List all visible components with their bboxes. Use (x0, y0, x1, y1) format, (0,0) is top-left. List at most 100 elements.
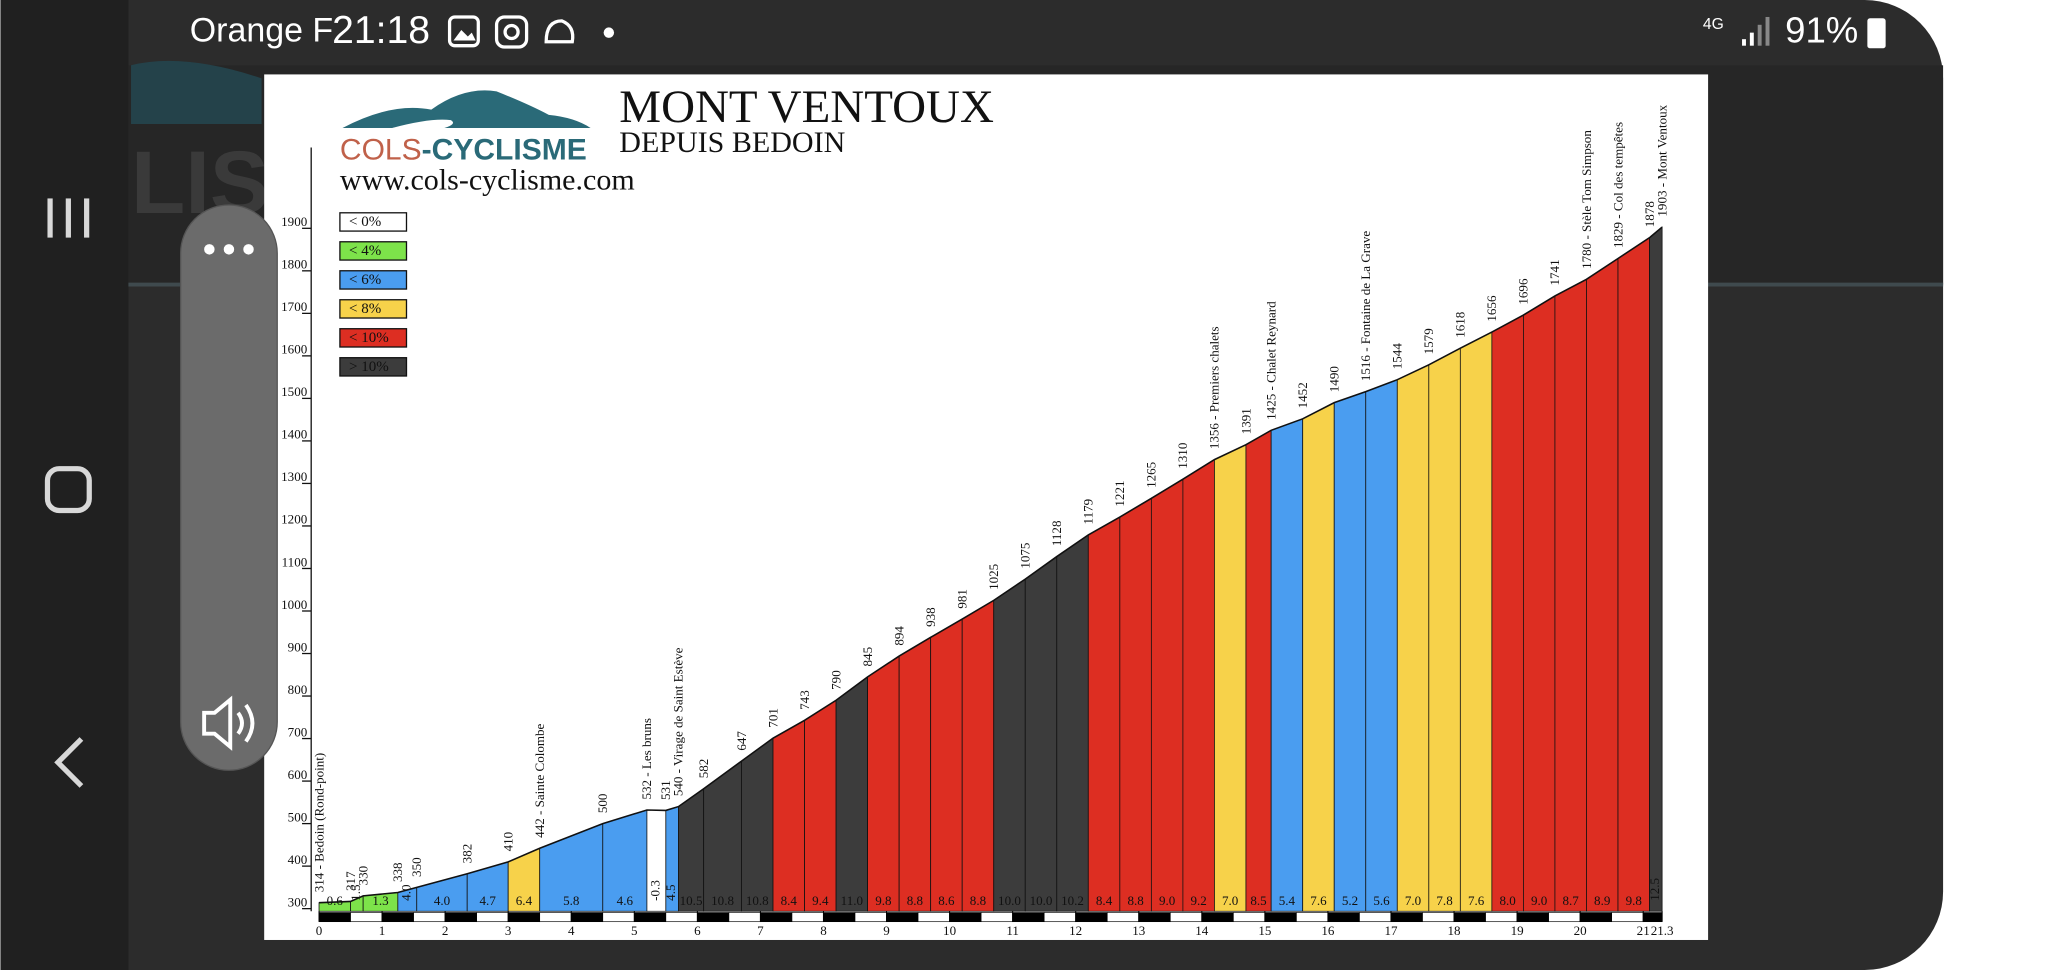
gradient-label: 9.4 (812, 893, 829, 908)
back-icon[interactable] (54, 737, 84, 788)
nav-bar (0, 0, 129, 970)
gradient-label: 9.8 (1626, 893, 1643, 908)
point-label: 314 - Bedoin (Rond-point) (311, 753, 326, 893)
volume-icon[interactable] (202, 695, 255, 751)
point-label: 382 (460, 844, 475, 864)
km-strip (1642, 912, 1663, 923)
km-strip (1233, 912, 1266, 923)
x-tick-label: 14 (1195, 923, 1209, 938)
y-tick-label: 1800 (281, 257, 308, 272)
point-label: 1179 (1081, 499, 1096, 525)
y-tick-label: 1000 (281, 597, 308, 612)
km-strip (980, 912, 1013, 923)
home-icon[interactable] (44, 466, 92, 514)
point-label: 981 (955, 589, 970, 609)
gradient-label: 1.3 (372, 893, 389, 908)
profile-segment (1523, 295, 1556, 912)
point-label: 1696 (1516, 278, 1531, 305)
legend-swatch (339, 212, 408, 232)
x-tick-label: 21 (1637, 923, 1650, 938)
gradient-label: 4.0 (398, 884, 413, 901)
gradient-label: 7.6 (1468, 893, 1485, 908)
km-strip (476, 912, 509, 923)
point-label: 938 (923, 607, 938, 627)
point-label: 1903 - Mont Ventoux (1654, 104, 1669, 216)
x-tick-label: 11 (1006, 923, 1019, 938)
gradient-label: 7.0 (1405, 893, 1422, 908)
profile-segment (835, 676, 869, 912)
profile-segment (1214, 444, 1247, 912)
volume-menu[interactable] (204, 244, 254, 255)
x-tick-label: 18 (1448, 923, 1462, 938)
gradient-label: 6.4 (516, 893, 533, 908)
x-tick-label: 9 (883, 923, 890, 938)
volume-panel (179, 204, 278, 771)
legend-label: < 10% (349, 330, 389, 346)
gradient-label: 9.0 (1531, 893, 1548, 908)
gradient-label: 8.8 (907, 893, 924, 908)
km-strip (697, 912, 730, 923)
km-strip (413, 912, 446, 923)
x-tick-label: 5 (631, 923, 638, 938)
profile-segment (741, 737, 774, 912)
gradient-label: 4.7 (480, 893, 497, 908)
gradient-label: 5.8 (563, 893, 580, 908)
chart: COLS-CYCLISME MONT VENTOUX DEPUIS BEDOIN… (281, 81, 1674, 938)
gradient-label: 9.0 (1159, 893, 1176, 908)
y-tick-label: 1700 (281, 299, 308, 314)
km-strip (949, 912, 982, 923)
point-label: 1075 (1018, 542, 1033, 569)
km-strip (1516, 912, 1549, 923)
x-tick-label: 21.3 (1651, 923, 1674, 938)
y-tick-label: 1100 (282, 554, 308, 569)
y-tick-label: 300 (288, 894, 308, 909)
gradient-label: 8.5 (1250, 893, 1267, 908)
profile-segment (804, 699, 837, 912)
point-label: 500 (595, 793, 610, 813)
gradient-label: 4.6 (617, 893, 634, 908)
legend-swatch (339, 357, 408, 377)
gradient-label: 8.0 (1499, 893, 1516, 908)
km-strip (1012, 912, 1045, 923)
km-strip (886, 912, 919, 923)
x-tick-label: 0 (316, 923, 323, 938)
notification-icons (447, 15, 615, 49)
point-label: 532 - Les bruns (639, 718, 654, 800)
battery-level: 91% (1785, 9, 1858, 50)
profile-segment (1087, 516, 1121, 912)
km-strip (1264, 912, 1297, 923)
gradient-label: 5.2 (1342, 893, 1358, 908)
x-tick-label: 16 (1321, 923, 1335, 938)
km-strip (444, 912, 477, 923)
legend-label: < 4% (349, 243, 381, 259)
km-strip (602, 912, 635, 923)
km-strip (1453, 912, 1486, 923)
point-label: 338 (390, 862, 405, 882)
nav-icons (44, 198, 92, 788)
legend-swatch (339, 270, 408, 290)
point-label: 1878 (1642, 201, 1657, 228)
x-tick-label: 17 (1384, 923, 1398, 938)
gradient-label: -0.3 (647, 880, 662, 901)
point-label: 790 (828, 670, 843, 690)
logo-mountain (342, 90, 591, 128)
gradient-label: 5.4 (1279, 893, 1296, 908)
point-label: 330 (355, 865, 370, 885)
gradient-label: 11.0 (841, 893, 864, 908)
y-tick-label: 1400 (281, 427, 308, 442)
y-tick-label: 1300 (281, 469, 308, 484)
gradient-label: 8.7 (1563, 893, 1580, 908)
point-label: 1128 (1049, 520, 1064, 546)
profile-segment (1365, 379, 1398, 912)
profile-segment (930, 618, 963, 912)
chart-title: MONT VENTOUX (619, 81, 994, 133)
network-type: 4G (1703, 16, 1724, 33)
y-tick-label: 900 (288, 639, 308, 654)
profile-segment (1119, 497, 1152, 912)
profile-segment (898, 636, 932, 912)
gradient-label: 9.8 (875, 893, 892, 908)
profile-segment (1459, 331, 1493, 912)
profile-segment (1302, 402, 1335, 912)
km-strip (633, 912, 667, 923)
